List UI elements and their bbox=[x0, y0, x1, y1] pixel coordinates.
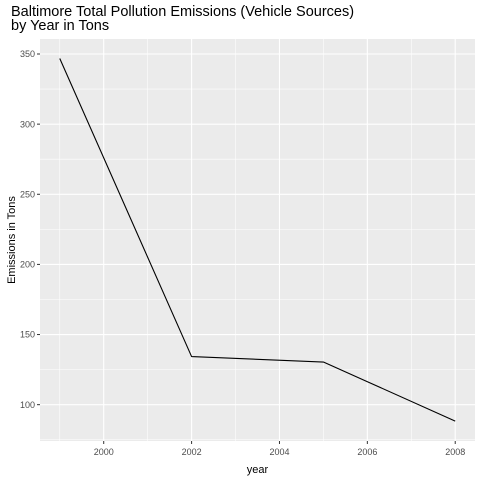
plot-panel bbox=[40, 39, 475, 441]
y-tick-label: 350 bbox=[20, 49, 35, 59]
chart-title-line-1: Baltimore Total Pollution Emissions (Veh… bbox=[11, 4, 355, 20]
x-axis-title: year bbox=[247, 464, 269, 476]
y-tick-label: 150 bbox=[20, 330, 35, 340]
series-line-0 bbox=[59, 58, 456, 422]
major-gridlines bbox=[40, 39, 475, 441]
y-axis-title: Emissions in Tons bbox=[6, 196, 18, 284]
y-tick-label: 300 bbox=[20, 119, 35, 129]
chart-title-line-2: by Year in Tons bbox=[11, 18, 110, 34]
x-tick-label: 2006 bbox=[357, 447, 377, 457]
y-tick-label: 200 bbox=[20, 260, 35, 270]
minor-gridlines bbox=[40, 39, 475, 441]
series-layer bbox=[59, 58, 456, 422]
x-tick-label: 2004 bbox=[269, 447, 289, 457]
x-tick-label: 2002 bbox=[182, 447, 202, 457]
x-tick-label: 2008 bbox=[445, 447, 465, 457]
y-tick-label: 250 bbox=[20, 189, 35, 199]
y-tick-label: 100 bbox=[20, 400, 35, 410]
x-tick-label: 2000 bbox=[94, 447, 114, 457]
axis-tick-labels: 2000 2002 2004 2006 2008 100 150 200 250 300 350 bbox=[20, 49, 465, 457]
axis-ticks bbox=[37, 53, 456, 444]
